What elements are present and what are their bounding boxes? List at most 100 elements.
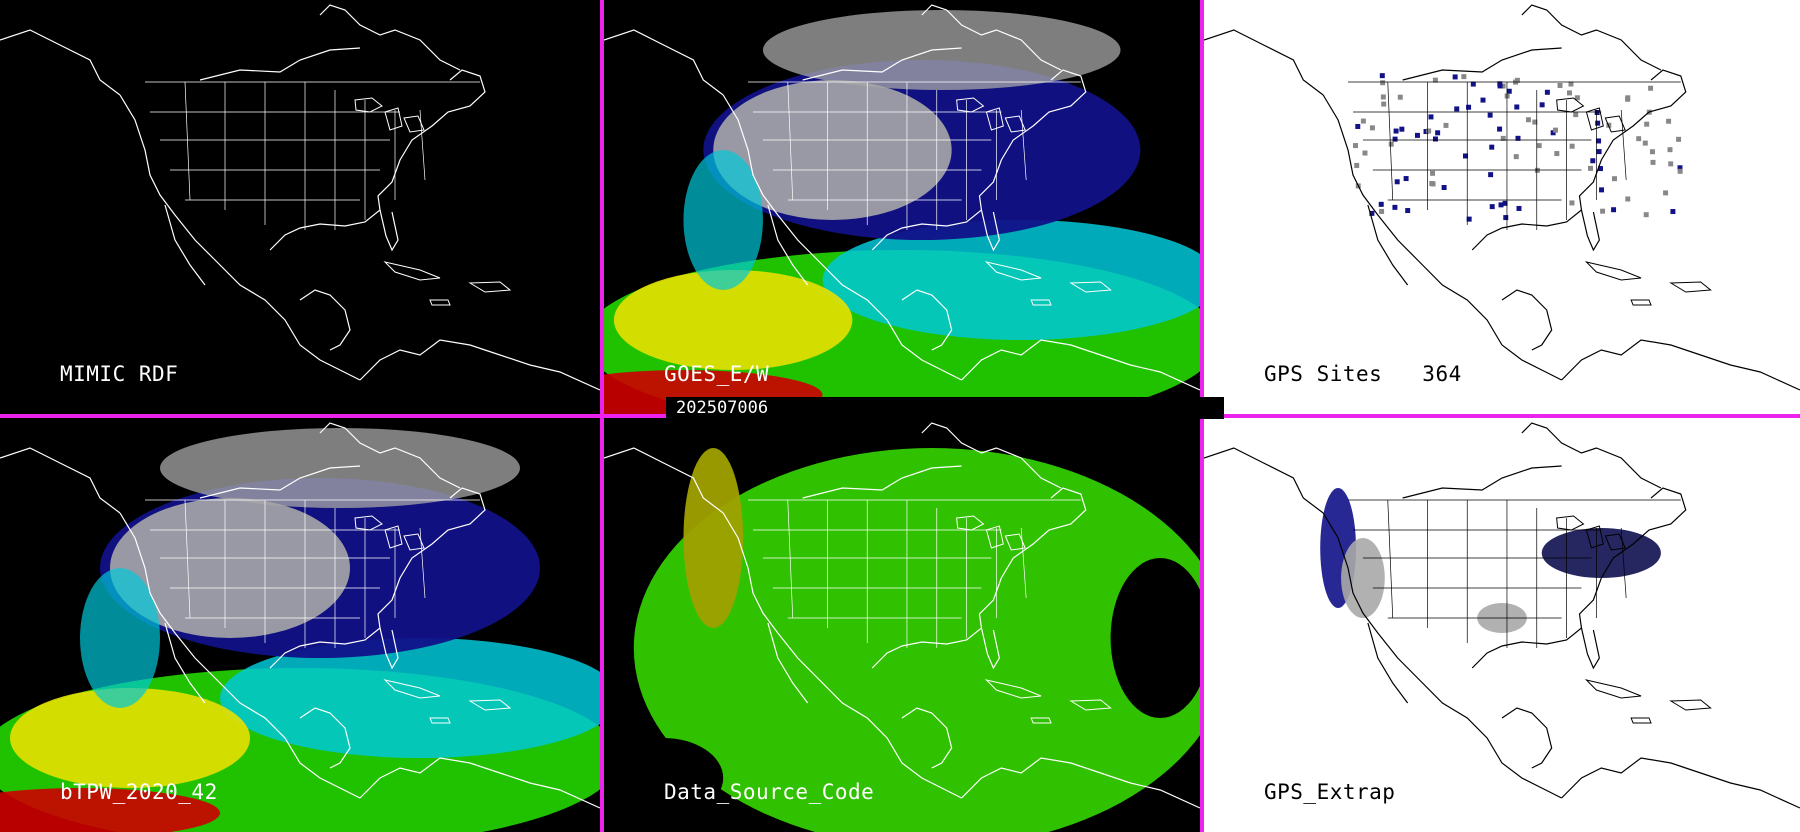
map-btpw [0,418,600,832]
coastline [871,487,1087,669]
gps-site-marker [1489,144,1495,150]
coastline [269,487,486,669]
coastline [1471,69,1687,251]
gps-site-marker [1355,123,1361,129]
panel-label-goes-ew: GOES_E/W [664,362,770,386]
gps-site-marker [1648,85,1654,91]
caribbean-islands [984,261,1112,306]
gps-site-marker [1428,114,1434,120]
gps-site-marker [1525,117,1531,123]
map-background [0,0,600,414]
gps-site-marker [1487,112,1493,118]
gps-site-marker [1497,81,1503,87]
gps-site-marker [1369,125,1375,131]
source-field-main [633,448,1200,832]
panel-gps-sites: GPS Sites 364 [1204,0,1800,414]
coastline [199,47,361,81]
gps-site-marker [1489,204,1495,210]
coastline [980,627,1000,670]
gps-site-marker [1461,74,1467,80]
gps-site-marker [1599,187,1605,193]
gps-site-marker [1392,136,1398,142]
gps-site-marker [1380,80,1386,86]
coastline [767,622,809,704]
panel-label-btpw: bTPW_2020_42 [60,780,218,804]
panel-label-gps-sites: GPS Sites 364 [1264,362,1462,386]
gps-site-marker [1588,165,1593,171]
coastline [1204,29,1324,96]
gps-site-marker [1670,209,1676,215]
gps-site-marker [1676,136,1682,142]
date-label: 202507006 [666,397,1224,419]
coastline [767,204,809,286]
tpw-field-gulf [220,638,600,758]
coastline [1521,4,1662,71]
gps-site-marker [1516,205,1522,211]
gps-site-marker [1544,89,1550,95]
coastline [319,422,461,489]
gps-site-marker [1498,202,1504,208]
panel-data-source-code: Data_Source_Code [604,418,1200,832]
caribbean-islands [984,679,1112,724]
gps-site-marker [1353,143,1359,149]
gps-site-marker [1594,110,1600,116]
gps-site-marker [1539,102,1545,108]
coastline [269,69,486,251]
panel-btpw: bTPW_2020_42 [0,418,600,832]
state-border [1387,499,1394,619]
gps-site-marker [1500,83,1506,89]
great-lakes [1556,97,1626,133]
state-border [419,109,426,181]
coastline [119,94,361,381]
gps-site-marker [1550,130,1556,136]
panel-label-mimic-rdf: MIMIC RDF [60,362,179,386]
coastline [319,4,461,71]
gps-site-marker [1430,170,1436,176]
extrap-field-california [1341,538,1385,618]
gps-site-marker [1536,143,1542,149]
gps-site-marker [1569,143,1575,149]
gps-sites-count: 364 [1422,362,1462,386]
coastline [1501,289,1553,351]
map-mimic-rdf [0,0,600,414]
gps-site-marker [1668,161,1674,167]
coastline [901,289,953,351]
coastline [1402,465,1562,499]
coastline [1204,447,1324,514]
coastline [1471,487,1687,669]
gps-site-marker [1379,73,1385,79]
coastline [604,447,724,514]
map-gps-sites [1204,0,1800,414]
tpw-field-coastal [80,568,160,708]
coastline [0,29,121,96]
coastline [1322,94,1562,381]
coastline [1367,204,1409,286]
gps-sites-title: GPS Sites [1264,362,1383,386]
coastline [961,757,1200,809]
caribbean-islands [383,679,512,724]
coastline [604,29,724,96]
gps-site-marker [1573,112,1579,118]
gps-site-marker [1405,208,1411,214]
gps-site-marker [1466,216,1472,222]
gps-site-marker [1393,128,1399,134]
gps-site-marker [1488,172,1494,178]
map-data-source-code [604,418,1200,832]
gps-site-marker [1554,151,1560,157]
cloud-field-west [110,498,350,638]
tpw-field-pacific [613,270,853,370]
coastline [1521,422,1662,489]
gps-site-marker [1666,118,1672,124]
panel-mimic-rdf: MIMIC RDF [0,0,600,414]
gps-site-marker [1514,104,1520,110]
cloud-field-north [160,428,520,508]
coastline [1580,209,1600,252]
gps-site-marker [1677,165,1683,171]
great-lakes [1556,515,1626,551]
coastline [1402,47,1562,81]
gps-site-marker [1394,179,1400,185]
gps-site-marker [1379,208,1385,214]
coastline [961,339,1200,391]
gps-site-marker [1432,136,1438,142]
